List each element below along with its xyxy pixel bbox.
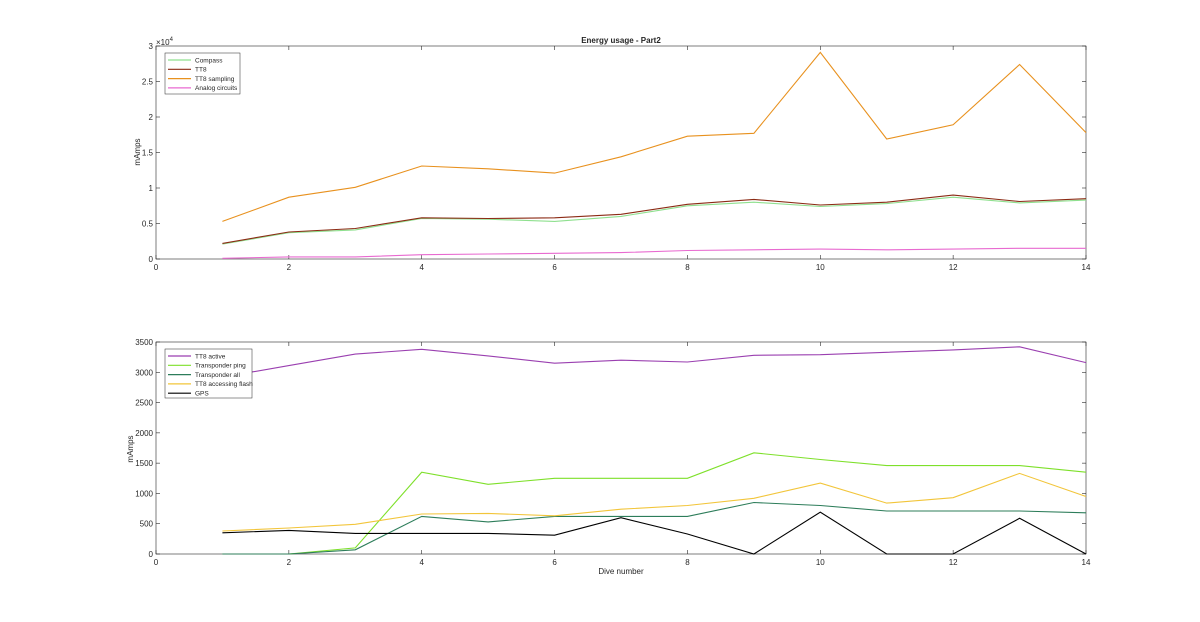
bottom-y-tick-label: 3500: [135, 338, 153, 347]
bottom-x-tick-label: 0: [154, 558, 159, 567]
top-series-line: [222, 194, 1087, 244]
top-x-tick-label: 14: [1082, 263, 1091, 272]
bottom-series-line: [222, 472, 1087, 532]
top-plot-area: [155, 45, 1087, 260]
top-series-lines: [222, 51, 1087, 259]
bottom-x-tick-label: 6: [552, 558, 557, 567]
top-series-line: [222, 196, 1087, 245]
top-legend-label: Analog circuits: [195, 85, 238, 92]
bottom-chart: 0 2 4 6 8 10 12 140500100015002000250030003500 …: [126, 338, 1091, 576]
bottom-y-tick-label: 3000: [135, 368, 153, 377]
bottom-y-axis-label: mAmps: [126, 435, 135, 462]
top-y-tick-label: 3: [149, 42, 154, 51]
bottom-y-tick-label: 1500: [135, 459, 153, 468]
bottom-legend-label: Transponder ping: [195, 363, 246, 370]
top-x-tick-label: 6: [552, 263, 557, 272]
bottom-x-tick-label: 2: [287, 558, 292, 567]
top-x-tick-label: 4: [419, 263, 424, 272]
top-legend-label: TT8: [195, 67, 207, 74]
bottom-series-line: [222, 452, 1087, 555]
bottom-x-tick-label: 4: [419, 558, 424, 567]
top-legend-label: TT8 sampling: [195, 76, 235, 83]
top-chart: 0 2 4 6 8 10 12 14 0 0.5 1 1.5 2 2.5 3 Energy usage - …: [133, 36, 1091, 272]
bottom-series-line: [222, 346, 1087, 378]
bottom-legend-label: TT8 accessing flash: [195, 381, 253, 388]
bottom-series-lines: [222, 346, 1087, 555]
top-x-tick-label: 12: [949, 263, 958, 272]
top-y-exponent-label: ×104: [156, 37, 174, 47]
bottom-x-tick-label: 10: [816, 558, 825, 567]
top-series-line: [222, 247, 1086, 259]
top-y-tick-label: 0: [149, 255, 154, 264]
bottom-series-line: [222, 501, 1087, 555]
bottom-ticks: 0 2 4 6 8 10 12 14 0 500 1000 1500 2000 2500 3000 3500: [135, 338, 1091, 567]
exponent-power: 4: [170, 37, 174, 43]
bottom-y-tick-label: 500: [140, 520, 154, 529]
top-ticks: 0 2 4 6 8 10 12 14 0 0.5 1 1.5 2 2.5 3: [142, 42, 1091, 272]
bottom-y-tick-label: 2500: [135, 399, 153, 408]
top-x-tick-label: 8: [685, 263, 690, 272]
top-y-tick-label: 1: [149, 184, 154, 193]
top-y-tick-label: 2: [149, 113, 154, 122]
bottom-x-tick-label: 8: [685, 558, 690, 567]
top-legend-label: Compass: [195, 57, 223, 64]
bottom-x-axis-label: Dive number: [598, 567, 644, 576]
bottom-x-tick-label: 12: [949, 558, 958, 567]
bottom-legend-label: GPS: [195, 391, 209, 398]
top-y-tick-label: 0.5: [142, 220, 154, 229]
top-y-axis-label: mAmps: [133, 138, 142, 165]
bottom-legend-box: [164, 348, 253, 399]
top-x-tick-label: 2: [287, 263, 292, 272]
top-y-tick-label: 2.5: [142, 78, 154, 87]
bottom-plot-area: [155, 341, 1087, 555]
bottom-legend-label: Transponder all: [195, 372, 240, 379]
bottom-y-tick-label: 1000: [135, 489, 153, 498]
top-x-tick-label: 10: [816, 263, 825, 272]
bottom-x-tick-label: 14: [1082, 558, 1091, 567]
bottom-legend-label: TT8 active: [195, 353, 226, 360]
top-chart-title: Energy usage - Part2: [581, 36, 661, 45]
top-series-line: [222, 51, 1087, 222]
top-y-tick-label: 1.5: [142, 149, 154, 158]
bottom-series-line: [222, 511, 1087, 555]
top-legend: Compass TT8 TT8 sampling Analog circuits: [164, 52, 241, 95]
top-x-tick-label: 0: [154, 263, 159, 272]
bottom-y-tick-label: 0: [149, 550, 154, 559]
exponent-base: ×10: [156, 38, 170, 47]
bottom-legend: TT8 active Transponder ping Transponder al…: [164, 348, 253, 399]
bottom-y-tick-label: 2000: [135, 429, 153, 438]
